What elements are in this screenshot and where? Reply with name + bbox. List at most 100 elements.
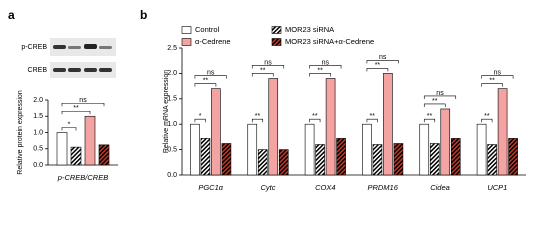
significance-label: *	[199, 113, 202, 120]
bar	[221, 143, 232, 176]
x-tick-label: UCP1	[487, 183, 507, 192]
bar	[372, 144, 383, 176]
bar	[419, 123, 430, 176]
bar	[429, 143, 440, 176]
significance-bracket	[481, 118, 493, 123]
bar	[56, 132, 68, 166]
significance-bracket	[251, 118, 264, 123]
bar	[84, 115, 96, 166]
y-tick-label: 0.5	[33, 146, 43, 153]
significance-bracket	[194, 75, 227, 79]
y-tick-label: 2.0	[33, 97, 43, 104]
significance-label: **	[73, 105, 79, 112]
bar	[325, 78, 336, 176]
significance-bracket	[423, 118, 436, 123]
x-tick-label: Cidea	[430, 183, 450, 192]
significance-label: ns	[494, 69, 502, 76]
significance-bracket	[481, 75, 514, 79]
bar	[200, 138, 211, 176]
y-tick-label: 0.0	[167, 172, 177, 179]
significance-bracket	[423, 95, 457, 99]
legend-label: MOR23 siRNA	[285, 25, 334, 34]
legend-label: α-Cedrene	[195, 37, 231, 46]
significance-bracket	[251, 65, 285, 69]
significance-bracket	[251, 73, 274, 77]
y-tick-label: 2.0	[167, 70, 177, 77]
significance-label: ns	[379, 54, 387, 61]
bar	[304, 123, 315, 176]
y-tick-label: 1.5	[33, 113, 43, 120]
significance-label: **	[427, 113, 433, 120]
significance-label: **	[203, 77, 209, 84]
bar	[211, 88, 221, 176]
significance-bracket	[309, 118, 321, 123]
bar	[393, 143, 404, 176]
significance-label: **	[260, 67, 266, 74]
significance-bracket	[366, 118, 378, 123]
bar	[278, 149, 289, 176]
significance-label: ns	[79, 97, 87, 104]
significance-bracket	[61, 110, 91, 115]
legend-swatch	[181, 26, 192, 34]
bar	[268, 78, 279, 176]
legend-label: Control	[195, 25, 220, 34]
significance-label: *	[68, 121, 71, 128]
legend-swatch	[271, 26, 282, 34]
legend-swatch	[181, 38, 192, 46]
significance-bracket	[61, 127, 77, 131]
x-tick-label: PRDM16	[367, 183, 398, 192]
significance-label: **	[432, 98, 438, 105]
significance-bracket	[366, 68, 389, 72]
bar	[450, 138, 461, 176]
y-axis-label: Relative mRNA expression	[163, 70, 170, 153]
bar	[508, 138, 518, 176]
y-tick-label: 2.5	[167, 45, 177, 52]
bar	[487, 144, 497, 176]
bar	[190, 123, 200, 176]
x-tick-label: Cytc	[261, 183, 276, 192]
bar	[257, 149, 268, 176]
legend-swatch	[271, 38, 282, 46]
figure: a p-CREB CREB Relative protein expression 0.…	[8, 8, 526, 192]
x-tick-label: COX4	[315, 183, 335, 192]
bar	[440, 108, 451, 176]
bar	[336, 138, 346, 176]
significance-bracket	[366, 60, 399, 64]
page: a p-CREB CREB Relative protein expression 0.…	[8, 8, 526, 192]
blot-label: p-CREB	[21, 44, 47, 51]
bar	[362, 123, 372, 176]
significance-label: ns	[322, 59, 330, 66]
bar	[70, 146, 82, 166]
significance-label: **	[375, 62, 381, 69]
bar	[476, 123, 487, 176]
bar	[247, 123, 258, 176]
significance-label: **	[255, 113, 261, 120]
y-tick-label: 0.5	[167, 146, 177, 153]
significance-bracket	[423, 103, 446, 107]
blot-label: CREB	[28, 67, 48, 74]
significance-bracket	[309, 73, 331, 77]
significance-label: **	[489, 77, 495, 84]
significance-bracket	[481, 83, 503, 87]
y-axis-label: Relative protein expression	[17, 90, 24, 175]
panel-label: b	[140, 8, 147, 22]
x-tick-label: PGC1α	[198, 183, 223, 192]
bar	[98, 144, 110, 166]
x-tick-label: p-CREB/CREB	[57, 173, 108, 182]
significance-label: ns	[207, 69, 215, 76]
significance-bracket	[309, 65, 342, 69]
bar	[497, 88, 508, 176]
blot	[50, 38, 116, 78]
significance-bracket	[61, 102, 105, 107]
legend-label: MOR23 siRNA+α-Cedrene	[285, 37, 374, 46]
significance-bracket	[194, 83, 217, 87]
y-tick-label: 0.0	[33, 162, 43, 169]
significance-label: **	[369, 113, 375, 120]
significance-label: **	[484, 113, 490, 120]
significance-bracket	[194, 118, 206, 123]
y-tick-label: 1.0	[167, 121, 177, 128]
y-tick-label: 1.0	[33, 129, 43, 136]
bar	[383, 73, 393, 176]
significance-label: ns	[436, 90, 444, 97]
y-tick-label: 1.5	[167, 96, 177, 103]
